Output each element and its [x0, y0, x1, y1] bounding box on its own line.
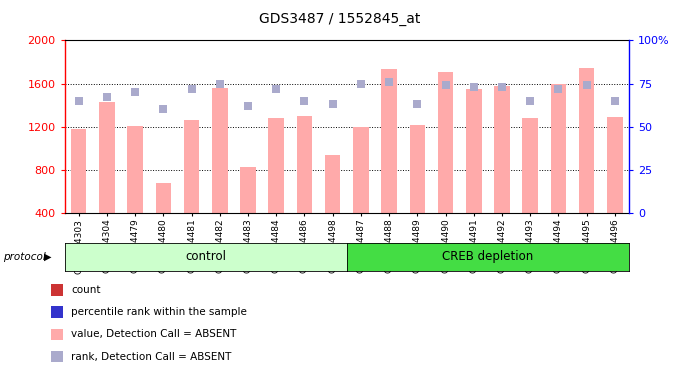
Bar — [381, 70, 397, 213]
Bar — [240, 167, 256, 213]
Bar — [494, 86, 510, 213]
Bar — [99, 102, 115, 213]
Bar — [325, 155, 341, 213]
Bar — [127, 126, 143, 213]
Text: protocol: protocol — [3, 252, 46, 262]
Bar — [353, 127, 369, 213]
Bar — [579, 68, 594, 213]
Bar — [438, 72, 454, 213]
Bar — [184, 120, 199, 213]
Bar — [269, 118, 284, 213]
Bar — [551, 84, 566, 213]
Text: count: count — [71, 285, 101, 295]
Text: CREB depletion: CREB depletion — [442, 250, 534, 263]
Text: ▶: ▶ — [44, 252, 51, 262]
Bar — [409, 124, 425, 213]
Text: GDS3487 / 1552845_at: GDS3487 / 1552845_at — [259, 12, 421, 25]
Bar — [212, 88, 228, 213]
Text: percentile rank within the sample: percentile rank within the sample — [71, 307, 248, 317]
Text: value, Detection Call = ABSENT: value, Detection Call = ABSENT — [71, 329, 237, 339]
Text: control: control — [185, 250, 226, 263]
Bar — [607, 117, 623, 213]
Bar — [156, 183, 171, 213]
Text: rank, Detection Call = ABSENT: rank, Detection Call = ABSENT — [71, 352, 232, 362]
Bar — [71, 129, 86, 213]
Bar — [466, 89, 481, 213]
Bar — [522, 118, 538, 213]
Bar — [296, 116, 312, 213]
